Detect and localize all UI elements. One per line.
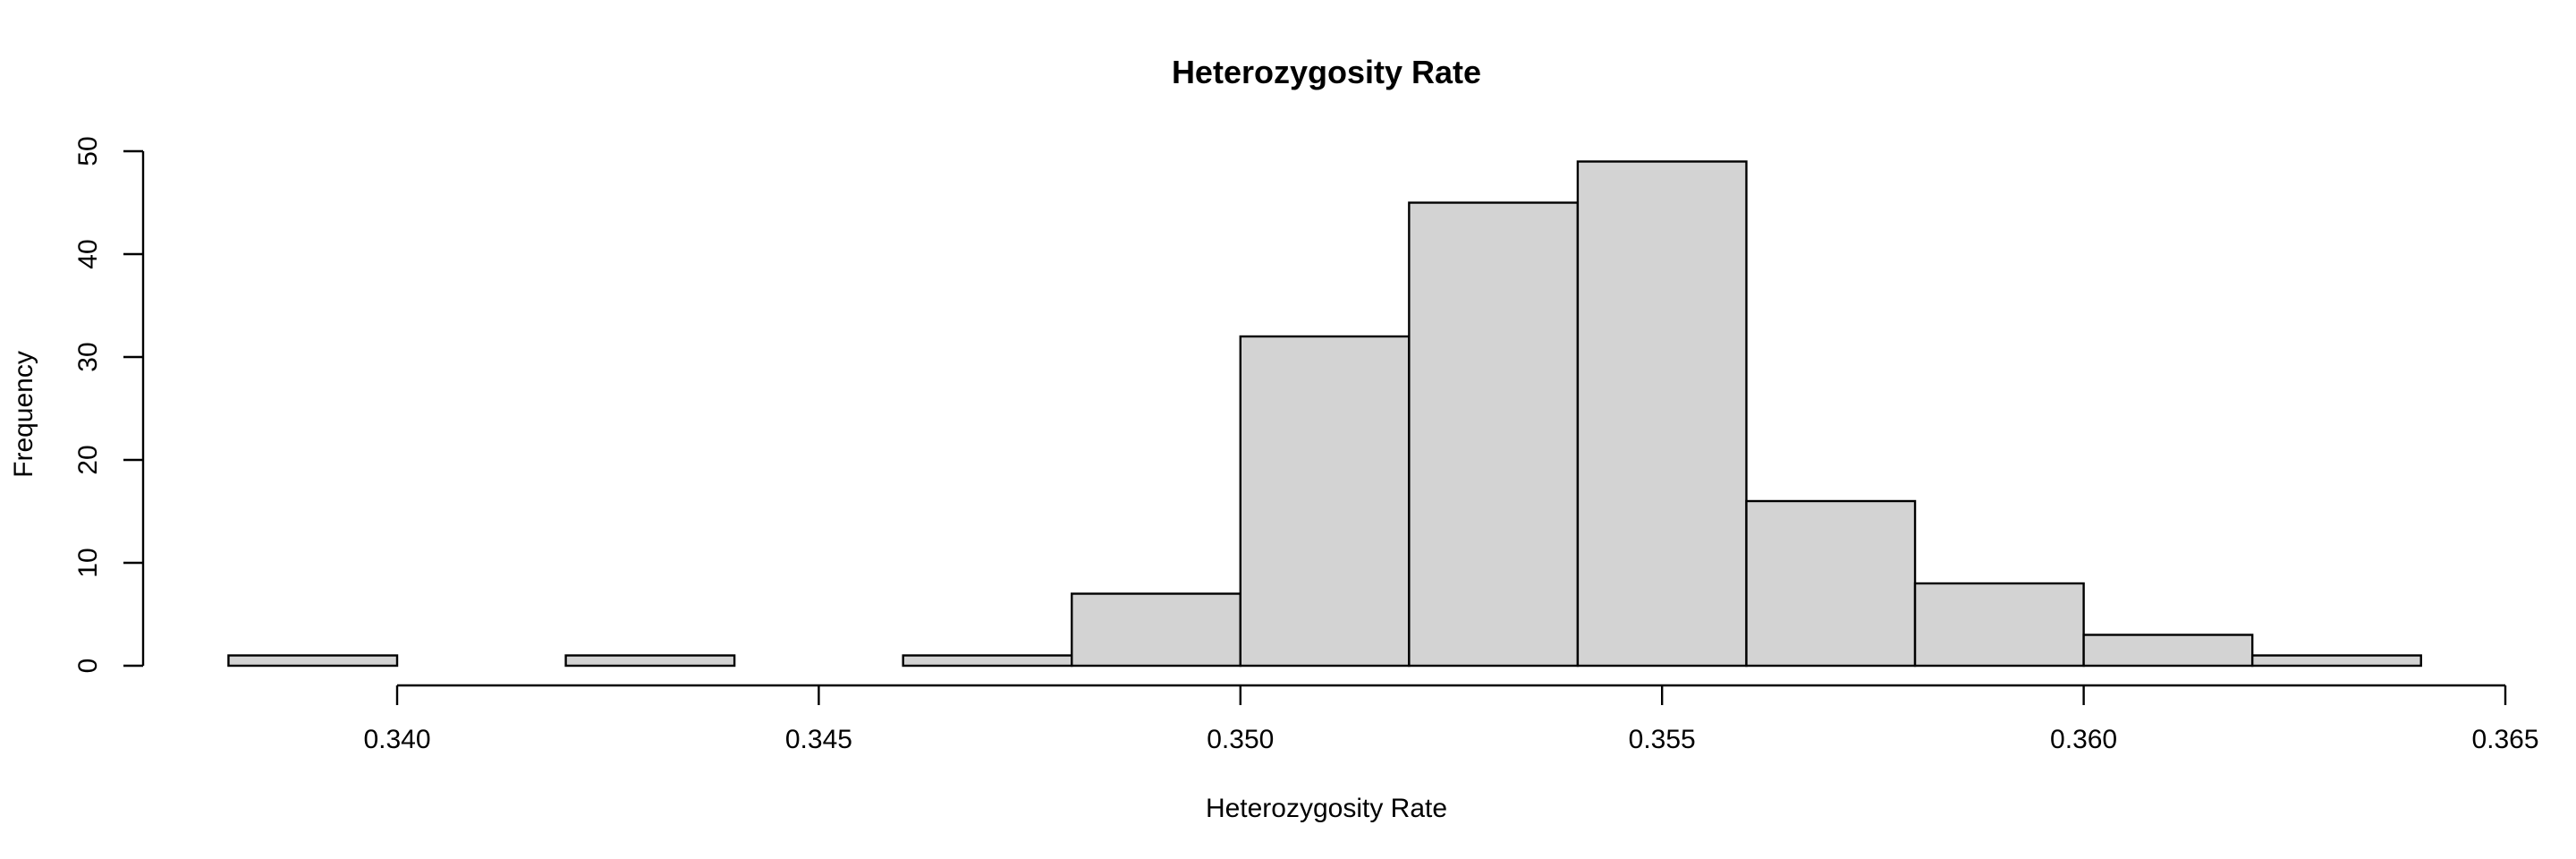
y-tick-label: 30 [73,342,103,371]
y-tick-label: 10 [73,548,103,577]
y-tick-label: 50 [73,136,103,166]
histogram-bar [1408,201,1580,668]
histogram-bar [2250,654,2422,668]
histogram-bar [1745,499,1917,668]
histogram-bar [2082,634,2254,668]
x-tick-label: 0.360 [2050,725,2117,754]
y-tick-label: 40 [73,239,103,268]
x-axis: 0.340 0.345 0.350 0.355 0.360 0.365 [363,684,2539,754]
y-axis: 0 10 20 30 40 50 [73,136,145,674]
histogram-bar [227,654,399,668]
bars-group [227,160,2422,668]
x-tick-label: 0.355 [1629,725,1696,754]
histogram-bar [1913,582,2085,668]
histogram-bar [1071,592,1241,668]
chart-title: Heterozygosity Rate [1172,54,1481,90]
y-tick-label: 0 [73,659,103,674]
x-axis-label: Heterozygosity Rate [1206,794,1447,823]
histogram-bar [1576,160,1748,668]
histogram-bar [902,654,1073,668]
y-axis-label: Frequency [9,351,38,478]
histogram-bar [564,654,736,668]
histogram-bar [1239,335,1411,668]
x-tick-label: 0.365 [2471,725,2538,754]
x-tick-label: 0.350 [1207,725,1274,754]
y-tick-label: 20 [73,445,103,474]
x-tick-label: 0.345 [785,725,852,754]
x-tick-label: 0.340 [363,725,430,754]
